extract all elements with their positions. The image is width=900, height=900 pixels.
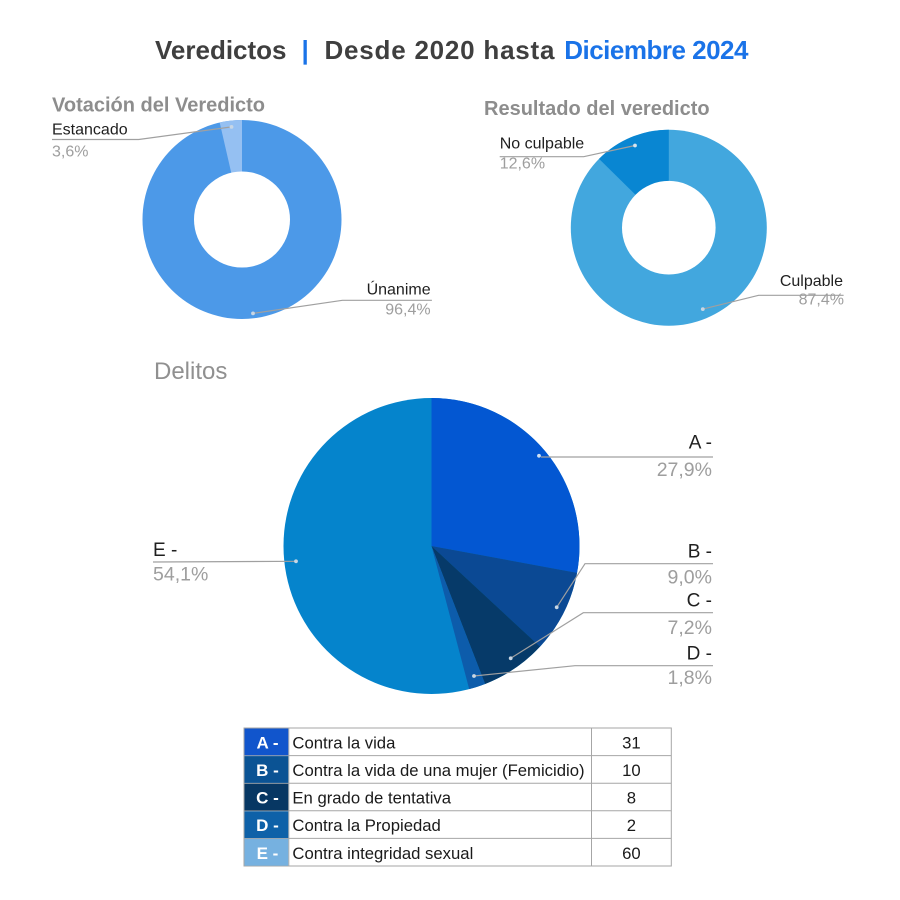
svg-text:87,4%: 87,4% <box>799 292 844 309</box>
svg-text:10: 10 <box>622 761 641 780</box>
svg-text:60: 60 <box>622 844 641 863</box>
svg-text:No culpable: No culpable <box>500 135 585 152</box>
svg-text:D -: D - <box>687 643 712 664</box>
svg-text:E -: E - <box>153 540 177 561</box>
svg-text:Únanime: Únanime <box>367 279 431 298</box>
svg-text:E -: E - <box>257 844 279 863</box>
svg-text:8: 8 <box>627 789 636 808</box>
svg-text:1,8%: 1,8% <box>668 667 712 689</box>
svg-text:Contra la vida de una mujer (F: Contra la vida de una mujer (Femicidio) <box>292 761 584 780</box>
svg-text:Culpable: Culpable <box>780 273 843 290</box>
svg-text:Contra la vida: Contra la vida <box>292 733 396 752</box>
svg-text:Contra integridad sexual: Contra integridad sexual <box>292 844 473 863</box>
svg-text:Votación del Veredicto: Votación del Veredicto <box>52 94 265 116</box>
svg-text:A -: A - <box>689 433 712 454</box>
svg-text:Resultado del veredicto: Resultado del veredicto <box>484 98 710 120</box>
svg-text:B -: B - <box>688 541 712 562</box>
svg-text:D -: D - <box>256 816 279 835</box>
svg-text:54,1%: 54,1% <box>153 563 208 585</box>
svg-text:31: 31 <box>622 733 641 752</box>
svg-text:9,0%: 9,0% <box>668 566 712 588</box>
svg-text:3,6%: 3,6% <box>52 144 88 161</box>
svg-text:Delitos: Delitos <box>154 358 227 385</box>
svg-text:Contra la Propiedad: Contra la Propiedad <box>292 816 440 835</box>
svg-text:A -: A - <box>256 733 278 752</box>
svg-text:96,4%: 96,4% <box>385 302 430 319</box>
svg-text:B -: B - <box>256 761 279 780</box>
svg-text:C -: C - <box>256 789 279 808</box>
svg-text:En grado de tentativa: En grado de tentativa <box>292 789 451 808</box>
svg-text:7,2%: 7,2% <box>668 617 712 639</box>
svg-text:C -: C - <box>687 591 712 612</box>
svg-text:12,6%: 12,6% <box>500 155 545 172</box>
svg-text:27,9%: 27,9% <box>657 459 712 481</box>
svg-text:Estancado: Estancado <box>52 121 128 138</box>
svg-text:2: 2 <box>627 816 636 835</box>
